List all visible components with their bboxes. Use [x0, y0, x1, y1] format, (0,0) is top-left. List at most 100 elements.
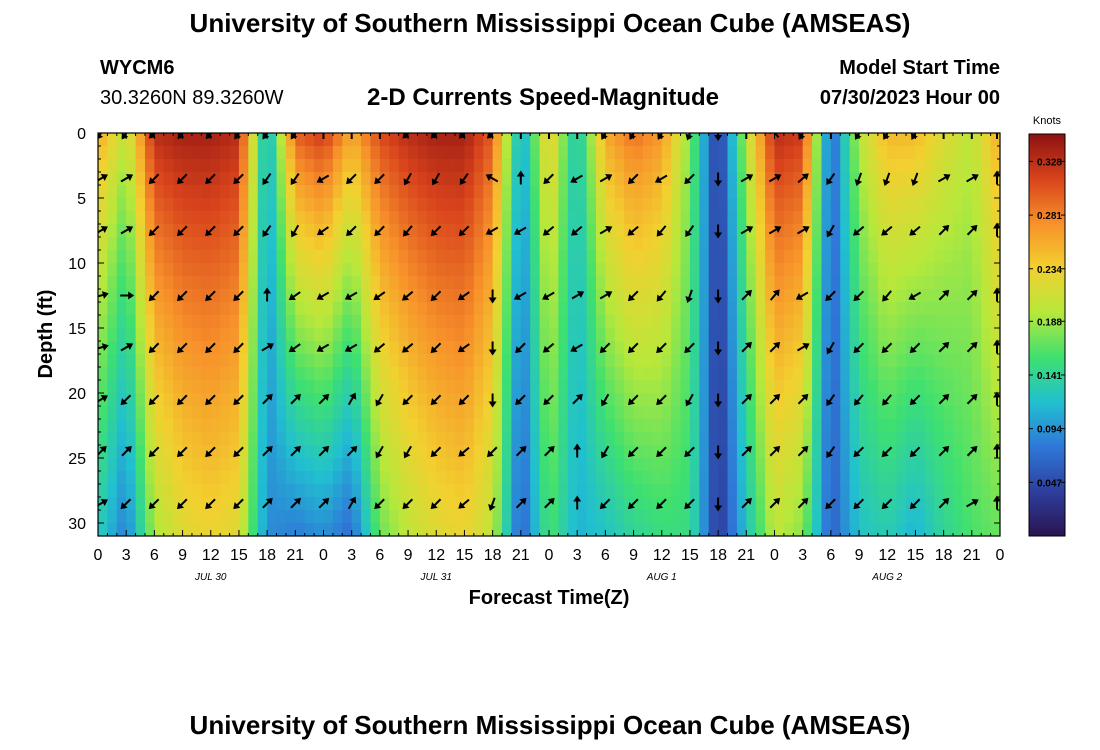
heatmap-cell: [642, 484, 653, 498]
heatmap-cell: [238, 211, 249, 225]
heatmap-cell: [276, 419, 287, 433]
heatmap-cell: [154, 510, 165, 524]
heatmap-cell: [981, 523, 992, 536]
heatmap-cell: [98, 328, 108, 342]
heatmap-cell: [746, 289, 757, 303]
heatmap-cell: [267, 406, 278, 420]
heatmap-cell: [539, 263, 550, 277]
heatmap-cell: [774, 146, 785, 160]
heatmap-cell: [398, 328, 409, 342]
heatmap-cell: [229, 276, 240, 290]
heatmap-cell: [783, 302, 794, 316]
heatmap-cell: [718, 276, 729, 290]
heatmap-cell: [830, 172, 841, 186]
heatmap-cell: [671, 471, 682, 485]
heatmap-cell: [314, 250, 325, 264]
heatmap-cell: [549, 406, 559, 420]
heatmap-cell: [924, 185, 935, 199]
heatmap-cell: [595, 432, 606, 446]
heatmap-cell: [126, 523, 137, 536]
heatmap-cell: [934, 250, 945, 264]
heatmap-cell: [361, 406, 372, 420]
heatmap-cell: [126, 341, 137, 355]
heatmap-cell: [295, 263, 306, 277]
current-arrow: [600, 133, 610, 140]
heatmap-cell: [953, 445, 964, 459]
heatmap-cell: [191, 328, 202, 342]
heatmap-cell: [971, 458, 982, 472]
current-arrow: [909, 446, 921, 458]
heatmap-cell: [210, 484, 221, 498]
heatmap-cell: [220, 224, 231, 238]
heatmap-cell: [445, 367, 456, 381]
heatmap-cell: [680, 237, 691, 251]
heatmap-cell: [971, 510, 982, 524]
heatmap-cell: [332, 497, 343, 511]
heatmap-cell: [859, 172, 870, 186]
heatmap-cell: [285, 406, 296, 420]
heatmap-cell: [445, 510, 456, 524]
heatmap-cell: [840, 224, 851, 238]
heatmap-cell: [708, 406, 719, 420]
heatmap-cell: [126, 432, 137, 446]
heatmap-cell: [774, 419, 785, 433]
heatmap-cell: [577, 458, 588, 472]
heatmap-cell: [408, 510, 419, 524]
heatmap-cell: [549, 471, 559, 485]
heatmap-cell: [943, 237, 954, 251]
heatmap-cell: [238, 510, 249, 524]
heatmap-cell: [661, 250, 672, 264]
heatmap-cell: [962, 263, 973, 277]
heatmap-cell: [746, 380, 757, 394]
heatmap-cell: [765, 523, 776, 536]
heatmap-cell: [154, 172, 165, 186]
heatmap-cell: [445, 289, 456, 303]
heatmap-cell: [586, 523, 597, 536]
heatmap-cell: [755, 146, 766, 160]
heatmap-cell: [765, 497, 776, 511]
heatmap-cell: [953, 497, 964, 511]
heatmap-cell: [483, 315, 494, 329]
heatmap-cell: [765, 380, 776, 394]
heatmap-cell: [558, 328, 569, 342]
heatmap-cell: [859, 289, 870, 303]
heatmap-cell: [191, 393, 202, 407]
heatmap-cell: [492, 133, 503, 147]
current-arrow: [853, 394, 864, 406]
heatmap-cell: [586, 159, 597, 173]
heatmap-cell: [389, 484, 400, 498]
heatmap-cell: [361, 471, 372, 485]
heatmap-cell: [821, 458, 832, 472]
heatmap-cell: [896, 172, 907, 186]
heatmap-cell: [210, 263, 221, 277]
heatmap-cell: [953, 523, 964, 536]
heatmap-cell: [887, 445, 898, 459]
heatmap-cell: [567, 354, 578, 368]
heatmap-cell: [671, 263, 682, 277]
heatmap-cell: [473, 484, 484, 498]
heatmap-cell: [238, 432, 249, 446]
heatmap-cell: [257, 250, 268, 264]
heatmap-cell: [351, 302, 362, 316]
heatmap-cell: [633, 406, 644, 420]
heatmap-cell: [332, 315, 343, 329]
heatmap-cell: [802, 328, 813, 342]
current-arrow: [318, 445, 330, 457]
heatmap-cell: [877, 133, 888, 147]
heatmap-cell: [492, 146, 503, 160]
heatmap-cell: [962, 380, 973, 394]
heatmap-cell: [182, 185, 193, 199]
heatmap-cell: [971, 289, 982, 303]
heatmap-cell: [220, 237, 231, 251]
heatmap-cell: [614, 328, 625, 342]
heatmap-cell: [802, 406, 813, 420]
heatmap-cell: [793, 276, 804, 290]
heatmap-cell: [783, 510, 794, 524]
heatmap-cell: [830, 497, 841, 511]
heatmap-cell: [351, 224, 362, 238]
heatmap-cell: [877, 250, 888, 264]
heatmap-cell: [990, 458, 1000, 472]
heatmap-cell: [971, 419, 982, 433]
heatmap-cell: [285, 263, 296, 277]
heatmap-cell: [154, 341, 165, 355]
